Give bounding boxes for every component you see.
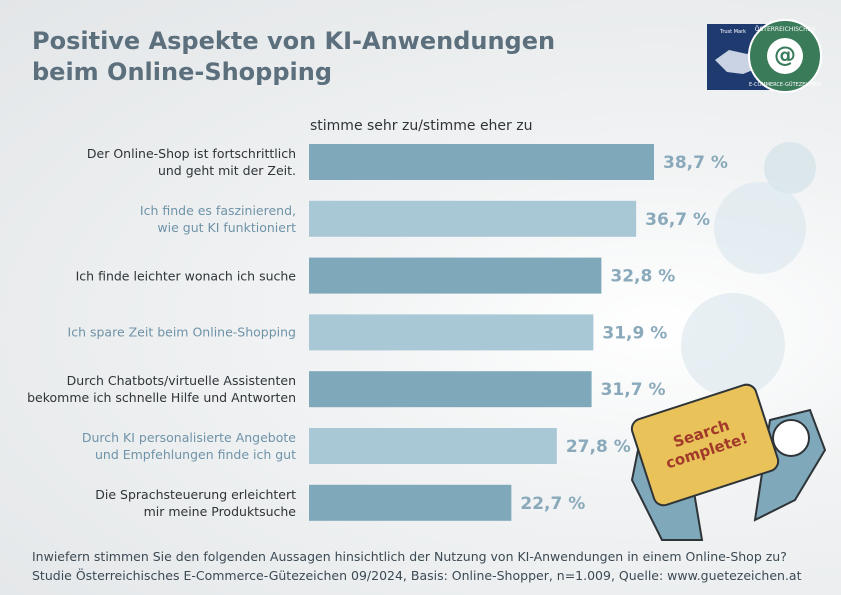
value-label: 31,7 % bbox=[601, 380, 666, 400]
logo: Trust Mark @ ÖSTERREICHISCHES E-COMMERCE… bbox=[707, 19, 822, 93]
decor-bubble bbox=[681, 293, 785, 397]
value-label: 27,8 % bbox=[566, 437, 631, 457]
category-label: Der Online-Shop ist fortschrittlich und … bbox=[86, 146, 296, 178]
bar bbox=[309, 144, 654, 180]
category-label: Ich finde leichter wonach ich suche bbox=[75, 268, 296, 284]
value-label: 22,7 % bbox=[520, 494, 585, 514]
decor-bubble bbox=[764, 142, 816, 194]
subtitle: stimme sehr zu/stimme eher zu bbox=[310, 118, 533, 134]
bar bbox=[309, 371, 592, 408]
value-label: 32,8 % bbox=[610, 267, 675, 287]
category-label: Ich spare Zeit beim Online-Shopping bbox=[67, 324, 296, 340]
footnote: Studie Österreichisches E-Commerce-Gütez… bbox=[32, 568, 802, 583]
value-label: 36,7 % bbox=[645, 210, 710, 230]
bar bbox=[309, 314, 594, 351]
illustration: Searchcomplete! bbox=[630, 383, 827, 541]
svg-text:@: @ bbox=[774, 43, 796, 68]
bar bbox=[309, 257, 602, 294]
category-label: Ich finde es faszinierend, wie gut KI fu… bbox=[139, 202, 296, 235]
chart-title: Positive Aspekte von KI-Anwendungen beim… bbox=[32, 27, 556, 86]
logo-bottom: E-COMMERCE-GÜTEZEICHEN bbox=[749, 81, 821, 88]
category-label: Durch KI personalisierte Angebote und Em… bbox=[81, 430, 296, 462]
category-label: Durch Chatbots/virtuelle Assistenten bek… bbox=[27, 373, 296, 406]
category-label: Die Sprachsteuerung erleichtert mir mein… bbox=[95, 486, 296, 519]
bar bbox=[309, 484, 512, 521]
decor-bubble bbox=[714, 182, 806, 274]
logo-trust: Trust Mark bbox=[719, 29, 746, 35]
logo-top: ÖSTERREICHISCHES bbox=[755, 26, 816, 33]
value-label: 31,9 % bbox=[602, 323, 667, 343]
value-label: 38,7 % bbox=[663, 153, 728, 173]
footnote: Inwiefern stimmen Sie den folgenden Auss… bbox=[32, 549, 787, 564]
bar bbox=[309, 428, 557, 464]
bar bbox=[309, 200, 637, 237]
